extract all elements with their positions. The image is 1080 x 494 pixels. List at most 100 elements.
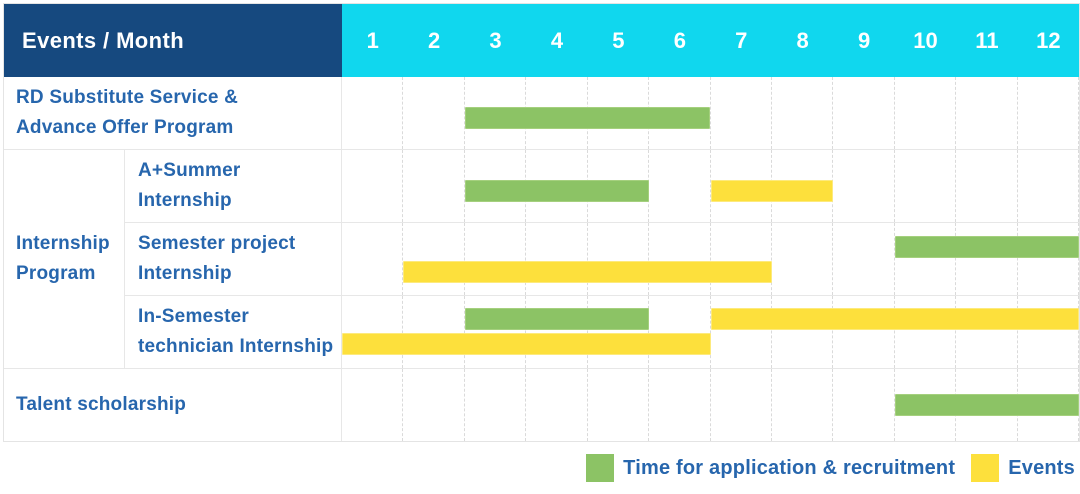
month-header-12: 12 [1036,27,1061,53]
month-grid-cell [649,150,711,223]
label-line: Internship [138,190,232,212]
month-grid-cell [526,368,588,442]
month-header-8: 8 [796,27,809,53]
table-row: Talent scholarship [4,368,1080,442]
month-grid-cell [588,150,650,223]
month-grid-cell [772,150,834,223]
month-grid-cell [342,77,404,150]
month-grid-cell [772,77,834,150]
month-grid-cell [1018,295,1080,368]
month-grid-cell [526,77,588,150]
month-grid-cell [649,295,711,368]
month-header-6: 6 [673,27,686,53]
legend-swatch-events [971,454,1000,482]
month-grid-cell [1018,150,1080,223]
month-grid-cell [711,150,772,223]
month-grid-cell [342,223,404,295]
month-grid-cell [649,77,711,150]
month-grid-cell [772,295,834,368]
month-grid-cell [895,77,957,150]
month-grid-cell [711,77,772,150]
subrow-label: A+Summer Internship [125,150,342,223]
label-line: Internship [138,263,232,284]
month-grid-cell [403,295,465,368]
month-grid-cell [465,150,527,223]
month-grid-cell [833,223,895,295]
timeline [342,295,1080,368]
timeline [342,77,1080,150]
label-line: technician Internship [138,335,334,357]
label-line: RD Substitute Service & [16,87,239,109]
month-grid-cell [895,150,957,223]
table-header-row: Events / Month 1 2 3 4 5 6 7 8 9 10 11 12 [4,4,1079,77]
schedule-table: Events / Month 1 2 3 4 5 6 7 8 9 10 11 12 RD Substi… [3,3,1080,442]
month-header-3: 3 [489,27,502,53]
month-grid-cell [833,295,895,368]
month-header-2: 2 [428,27,441,53]
month-grid-cell [465,223,527,295]
month-header-strip: 1 2 3 4 5 6 7 8 9 10 11 12 [342,4,1079,77]
month-grid-cell [649,223,711,295]
month-grid-cell [833,77,895,150]
month-grid-cell [403,368,465,442]
month-grid-cell [465,295,527,368]
month-header-7: 7 [735,27,748,53]
legend-label-events: Events [1008,456,1075,479]
month-header-5: 5 [612,27,625,53]
group-label: Internship Program [4,150,125,368]
month-grid-cell [956,295,1018,368]
month-grid-cell [465,368,527,442]
subrow-label: In-Semester technician Internship [125,295,342,368]
month-grid-cell [1018,223,1080,295]
month-header-11: 11 [975,27,999,53]
subrow-label: Semester project Internship [125,223,342,295]
month-grid-cell [588,295,650,368]
label-line: Advance Offer Program [16,117,234,139]
month-grid-cell [526,223,588,295]
month-grid-cell [649,368,711,442]
timeline [342,150,1080,223]
month-grid-cell [1018,77,1080,150]
table-subrow: Semester project Internship [125,223,1080,296]
month-grid-cell [342,368,404,442]
legend-item-events: Events [971,454,1075,482]
table-subrow: A+Summer Internship [125,150,1080,224]
month-header-9: 9 [857,27,871,53]
month-grid-cell [772,223,834,295]
legend: Time for application & recruitment Events [586,452,1075,484]
month-grid-cell [895,295,957,368]
month-grid-cell [956,223,1018,295]
month-grid-cell [956,77,1018,150]
month-grid-cell [526,295,588,368]
month-grid-cell [588,223,650,295]
row-label: Talent scholarship [4,368,342,442]
label-line: Program [16,263,96,284]
timeline [342,223,1080,295]
month-grid-cell [956,150,1018,223]
month-grid-cell [342,295,404,368]
label-line: Semester project [138,233,296,254]
table-row: RD Substitute Service & Advance Offer Pro… [4,77,1080,151]
group-subrows: A+Summer Internship Semester project Intern… [125,150,1080,368]
month-grid-cell [833,368,895,442]
month-header-1: 1 [366,27,379,53]
month-grid-cell [588,77,650,150]
month-grid-cell [711,295,772,368]
month-grid-cell [403,223,465,295]
month-grid-cell [526,150,588,223]
month-grid-cell [895,368,957,442]
label-line: Internship [16,233,110,254]
month-grid-cell [711,223,772,295]
month-grid-cell [772,368,834,442]
month-grid-cell [588,368,650,442]
table-body: RD Substitute Service & Advance Offer Pro… [4,77,1080,442]
month-grid-cell [403,77,465,150]
legend-item-application: Time for application & recruitment [586,454,955,482]
month-grid-cell [342,150,404,223]
label-line: In-Semester [138,305,249,327]
table-row-group: Internship Program A+Summer Internship Semes… [4,150,1080,369]
timeline [342,368,1080,442]
month-grid-cell [1018,368,1080,442]
month-grid-cell [895,223,957,295]
